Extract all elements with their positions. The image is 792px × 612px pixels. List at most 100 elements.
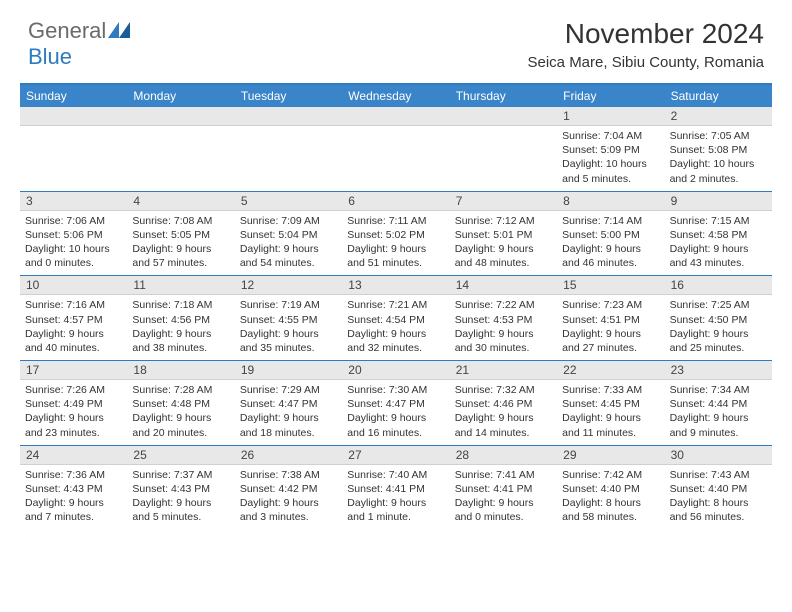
day2-text: and 54 minutes.: [240, 256, 337, 270]
day-number: 9: [665, 192, 772, 210]
day-number: 27: [342, 446, 449, 464]
day-detail-cell: Sunrise: 7:25 AMSunset: 4:50 PMDaylight:…: [665, 295, 772, 360]
weekday-header: Saturday: [665, 85, 772, 107]
sunrise-text: Sunrise: 7:09 AM: [240, 214, 337, 228]
day2-text: and 9 minutes.: [670, 426, 767, 440]
day-detail-cell: Sunrise: 7:42 AMSunset: 4:40 PMDaylight:…: [557, 465, 664, 530]
sunrise-text: Sunrise: 7:06 AM: [25, 214, 122, 228]
day1-text: Daylight: 9 hours: [132, 327, 229, 341]
sunrise-text: Sunrise: 7:33 AM: [562, 383, 659, 397]
day2-text: and 35 minutes.: [240, 341, 337, 355]
day-detail-cell: Sunrise: 7:06 AMSunset: 5:06 PMDaylight:…: [20, 211, 127, 276]
day-number: [235, 107, 342, 125]
day-number: 25: [127, 446, 234, 464]
day1-text: Daylight: 9 hours: [240, 496, 337, 510]
day2-text: and 0 minutes.: [25, 256, 122, 270]
day-detail-cell: [450, 126, 557, 191]
day1-text: Daylight: 9 hours: [562, 242, 659, 256]
sunrise-text: Sunrise: 7:32 AM: [455, 383, 552, 397]
day-number: 24: [20, 446, 127, 464]
day1-text: Daylight: 9 hours: [240, 242, 337, 256]
day-detail-cell: Sunrise: 7:23 AMSunset: 4:51 PMDaylight:…: [557, 295, 664, 360]
location-subtitle: Seica Mare, Sibiu County, Romania: [528, 54, 765, 71]
day-detail-cell: Sunrise: 7:38 AMSunset: 4:42 PMDaylight:…: [235, 465, 342, 530]
day-number: 21: [450, 361, 557, 379]
sunset-text: Sunset: 5:02 PM: [347, 228, 444, 242]
day1-text: Daylight: 9 hours: [670, 242, 767, 256]
weekday-header-row: Sunday Monday Tuesday Wednesday Thursday…: [20, 85, 772, 107]
sunrise-text: Sunrise: 7:18 AM: [132, 298, 229, 312]
day-number: 14: [450, 276, 557, 294]
sunrise-text: Sunrise: 7:41 AM: [455, 468, 552, 482]
day2-text: and 23 minutes.: [25, 426, 122, 440]
day-number: 23: [665, 361, 772, 379]
sunrise-text: Sunrise: 7:30 AM: [347, 383, 444, 397]
sunrise-text: Sunrise: 7:04 AM: [562, 129, 659, 143]
logo-mark-icon: [108, 22, 130, 38]
day-number-row: 24252627282930: [20, 446, 772, 465]
day-number-row: 12: [20, 107, 772, 126]
day-number-row: 10111213141516: [20, 276, 772, 295]
day-number: 5: [235, 192, 342, 210]
sunset-text: Sunset: 5:08 PM: [670, 143, 767, 157]
day-detail-cell: Sunrise: 7:19 AMSunset: 4:55 PMDaylight:…: [235, 295, 342, 360]
day-detail-row: Sunrise: 7:04 AMSunset: 5:09 PM Daylight:…: [20, 126, 772, 192]
day1-text: Daylight: 10 hours: [25, 242, 122, 256]
day-number: 22: [557, 361, 664, 379]
day2-text: and 0 minutes.: [455, 510, 552, 524]
day-number: 12: [235, 276, 342, 294]
day-detail-cell: Sunrise: 7:22 AMSunset: 4:53 PMDaylight:…: [450, 295, 557, 360]
day1-text: Daylight: 9 hours: [670, 411, 767, 425]
sunrise-text: Sunrise: 7:34 AM: [670, 383, 767, 397]
day1-text: Daylight: 10 hours: [670, 157, 767, 171]
day-detail-cell: Sunrise: 7:14 AMSunset: 5:00 PMDaylight:…: [557, 211, 664, 276]
day1-text: Daylight: 9 hours: [25, 327, 122, 341]
sunrise-text: Sunrise: 7:37 AM: [132, 468, 229, 482]
logo: General Blue: [28, 18, 130, 70]
day2-text: and 57 minutes.: [132, 256, 229, 270]
day-detail-row: Sunrise: 7:36 AMSunset: 4:43 PMDaylight:…: [20, 465, 772, 530]
sunset-text: Sunset: 5:01 PM: [455, 228, 552, 242]
day-number: 30: [665, 446, 772, 464]
day2-text: and 56 minutes.: [670, 510, 767, 524]
day-number: 8: [557, 192, 664, 210]
day-detail-cell: Sunrise: 7:21 AMSunset: 4:54 PMDaylight:…: [342, 295, 449, 360]
sunset-text: Sunset: 4:45 PM: [562, 397, 659, 411]
sunrise-text: Sunrise: 7:21 AM: [347, 298, 444, 312]
logo-word-blue: Blue: [28, 44, 72, 69]
day1-text: Daylight: 9 hours: [670, 327, 767, 341]
weekday-header: Sunday: [20, 85, 127, 107]
day-detail-cell: [342, 126, 449, 191]
sunrise-text: Sunrise: 7:05 AM: [670, 129, 767, 143]
day2-text: and 30 minutes.: [455, 341, 552, 355]
day1-text: Daylight: 9 hours: [455, 242, 552, 256]
day2-text: and 27 minutes.: [562, 341, 659, 355]
weekday-header: Tuesday: [235, 85, 342, 107]
day-number: 13: [342, 276, 449, 294]
sunset-text: Sunset: 5:06 PM: [25, 228, 122, 242]
day-number: [20, 107, 127, 125]
sunset-text: Sunset: 4:40 PM: [562, 482, 659, 496]
day-number-row: 3456789: [20, 192, 772, 211]
sunset-text: Sunset: 4:40 PM: [670, 482, 767, 496]
logo-word-general: General: [28, 18, 106, 43]
day-number: 10: [20, 276, 127, 294]
day-number: 3: [20, 192, 127, 210]
day1-text: Daylight: 9 hours: [455, 411, 552, 425]
sunset-text: Sunset: 5:09 PM: [562, 143, 659, 157]
day-detail-cell: Sunrise: 7:11 AMSunset: 5:02 PMDaylight:…: [342, 211, 449, 276]
sunset-text: Sunset: 4:43 PM: [132, 482, 229, 496]
day-number-row: 17181920212223: [20, 361, 772, 380]
day2-text: and 16 minutes.: [347, 426, 444, 440]
sunset-text: Sunset: 5:04 PM: [240, 228, 337, 242]
day-detail-cell: Sunrise: 7:04 AMSunset: 5:09 PMDaylight:…: [557, 126, 664, 191]
day-number: 17: [20, 361, 127, 379]
sunset-text: Sunset: 4:53 PM: [455, 313, 552, 327]
day2-text: and 51 minutes.: [347, 256, 444, 270]
day-number: 18: [127, 361, 234, 379]
sunset-text: Sunset: 4:47 PM: [347, 397, 444, 411]
weekday-header: Wednesday: [342, 85, 449, 107]
day-number: 19: [235, 361, 342, 379]
day-number: 26: [235, 446, 342, 464]
day-detail-cell: Sunrise: 7:33 AMSunset: 4:45 PMDaylight:…: [557, 380, 664, 445]
